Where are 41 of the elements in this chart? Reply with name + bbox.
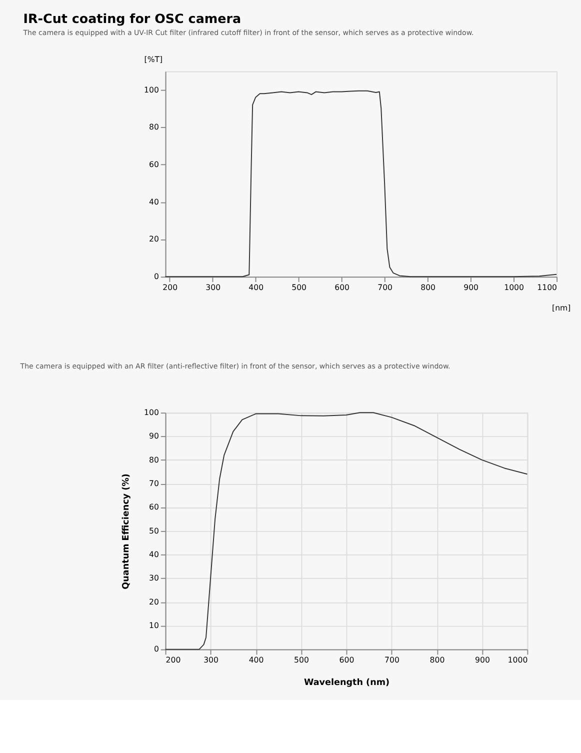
y-tick-label: 40 [148,197,159,206]
x-tick-label: 800 [430,656,445,665]
y-tick-label: 10 [148,621,159,630]
y-tick-label: 50 [148,526,159,536]
x-tick-label: 500 [292,282,307,292]
y-tick-label: 80 [148,122,159,132]
x-axis-title: Wavelength (nm) [304,678,390,688]
y-axis-title: [%T] [144,54,163,64]
y-tick-label: 20 [148,597,159,606]
y-tick-label: 100 [144,408,159,418]
y-tick-label: 40 [148,550,159,560]
chart-title: IR-Cut coating for OSC camera [23,11,242,26]
x-tick-label: 600 [339,656,354,665]
x-tick-label: 400 [248,656,264,665]
x-tick-label: 300 [204,656,219,665]
y-tick-label: 0 [154,272,159,282]
y-tick-label: 90 [148,432,159,441]
y-tick-label: 60 [148,502,159,512]
y-tick-label: 100 [144,85,159,94]
x-tick-label: 300 [206,282,221,292]
x-tick-label: 1100 [537,282,558,292]
x-tick-label: 800 [420,282,436,292]
x-tick-label: 700 [378,282,393,292]
y-tick-label: 0 [154,644,159,654]
y-tick-label: 70 [148,479,159,488]
y-tick-label: 80 [148,455,159,464]
y-tick-label: 20 [148,234,159,244]
x-tick-label: 500 [294,656,309,665]
x-axis-title: [nm] [552,303,571,312]
x-tick-label: 1000 [508,656,528,665]
x-tick-label: 900 [474,656,490,665]
y-tick-label: 60 [148,160,159,170]
x-tick-label: 900 [464,282,479,292]
y-tick-label: 30 [148,574,159,583]
x-tick-label: 200 [166,656,181,665]
x-tick-label: 600 [334,282,350,292]
x-tick-label: 200 [162,282,178,292]
x-tick-label: 400 [248,282,264,292]
x-tick-label: 700 [384,656,400,665]
x-tick-label: 1000 [504,282,524,292]
y-axis-title: Quantum Efficiency (%) [121,474,132,590]
